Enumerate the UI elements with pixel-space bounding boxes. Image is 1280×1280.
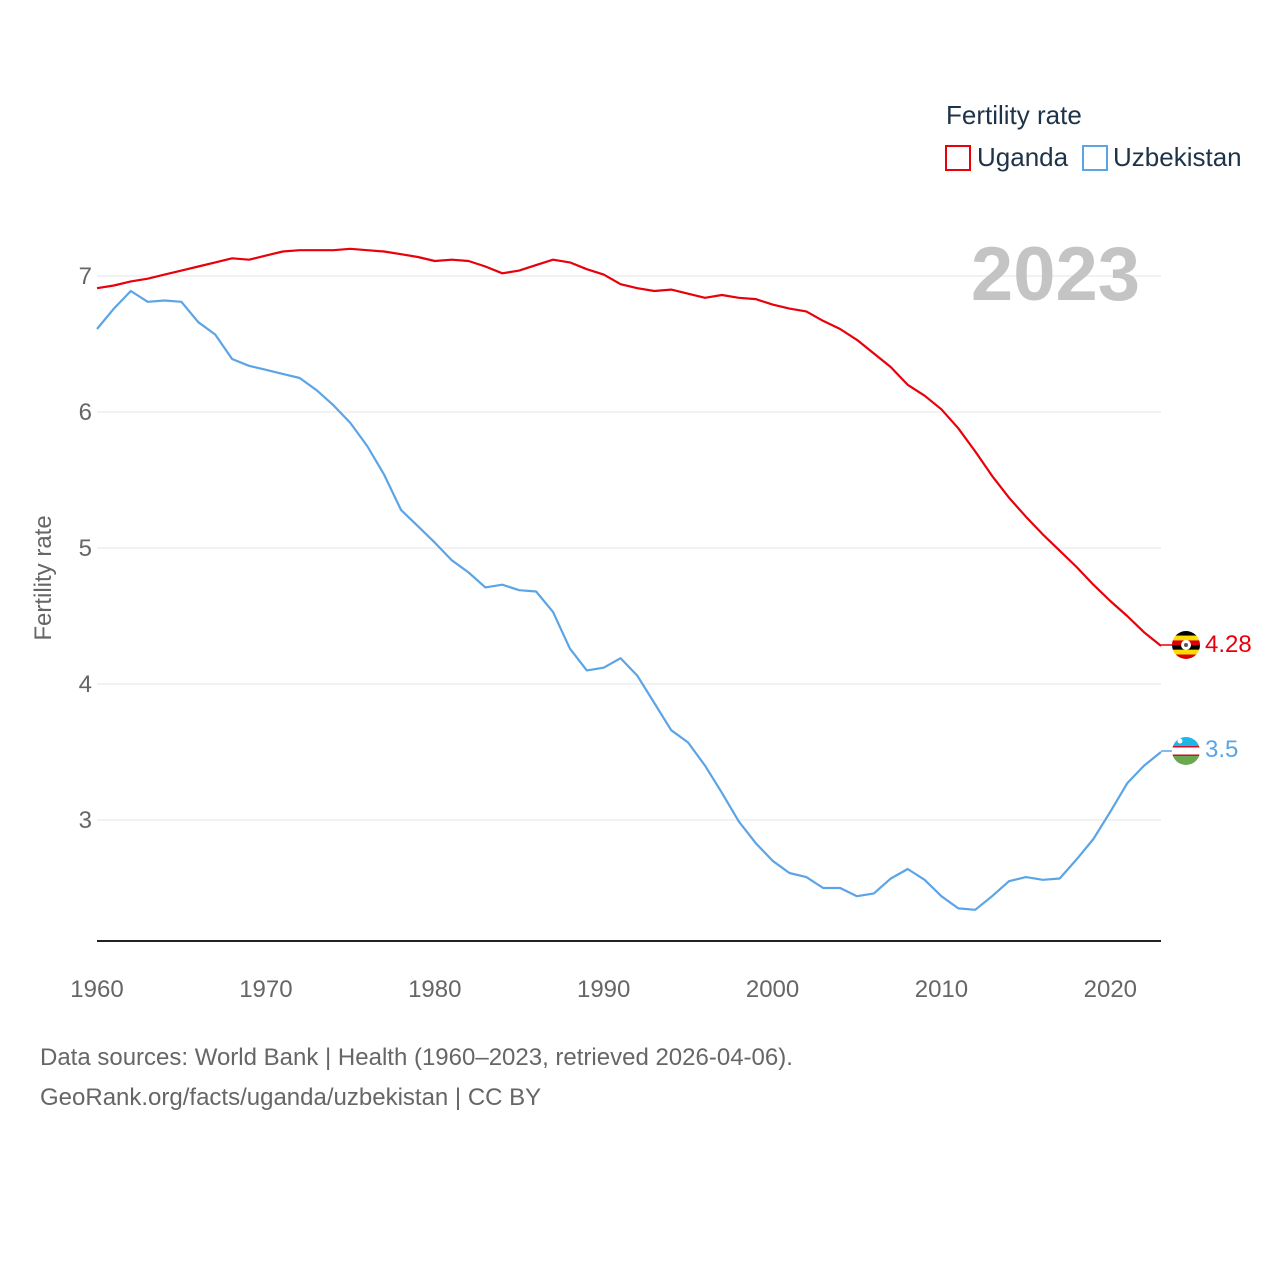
x-tick-label: 2020 xyxy=(1084,976,1137,1003)
series-lines xyxy=(96,247,1162,911)
x-tick-label: 1960 xyxy=(70,976,123,1003)
footer-sources: Data sources: World Bank | Health (1960–… xyxy=(40,1044,793,1071)
footer-attribution[interactable]: GeoRank.org/facts/uganda/uzbekistan | CC… xyxy=(40,1084,542,1111)
y-tick-label: 5 xyxy=(79,535,92,562)
uganda-end-value-label: 4.28 xyxy=(1205,631,1252,658)
series-line-uzbekistan[interactable] xyxy=(96,289,1162,911)
uzbekistan-flag-icon xyxy=(1161,737,1200,765)
legend-label-uzbekistan: Uzbekistan xyxy=(1113,142,1242,172)
x-tick-label: 2000 xyxy=(746,976,799,1003)
legend: Fertility rate Uganda Uzbekistan xyxy=(945,100,1242,172)
legend-label-uganda: Uganda xyxy=(977,142,1069,172)
y-axis-ticks: 3 4 5 6 7 xyxy=(79,263,92,834)
x-axis-ticks: 1960 1970 1980 1990 2000 2010 2020 xyxy=(70,976,1137,1003)
y-tick-label: 6 xyxy=(79,399,92,426)
chart-title-year: 2023 xyxy=(971,232,1140,317)
y-tick-label: 4 xyxy=(79,671,92,698)
gridlines xyxy=(97,275,1161,821)
x-tick-label: 2010 xyxy=(915,976,968,1003)
uganda-flag-icon xyxy=(1161,631,1200,659)
y-tick-label: 3 xyxy=(79,807,92,834)
legend-swatch-uzbekistan xyxy=(1082,145,1108,171)
legend-swatch-uganda xyxy=(945,145,971,171)
series-line-uganda[interactable] xyxy=(96,247,1162,647)
x-tick-label: 1980 xyxy=(408,976,461,1003)
y-tick-label: 7 xyxy=(79,263,92,290)
legend-title: Fertility rate xyxy=(946,100,1082,130)
legend-item-uganda[interactable]: Uganda xyxy=(945,142,1069,172)
legend-item-uzbekistan[interactable]: Uzbekistan xyxy=(1082,142,1242,172)
uzbekistan-end-value-label: 3.5 xyxy=(1205,736,1238,763)
x-tick-label: 1990 xyxy=(577,976,630,1003)
y-axis-label: Fertility rate xyxy=(30,515,57,640)
x-tick-label: 1970 xyxy=(239,976,292,1003)
